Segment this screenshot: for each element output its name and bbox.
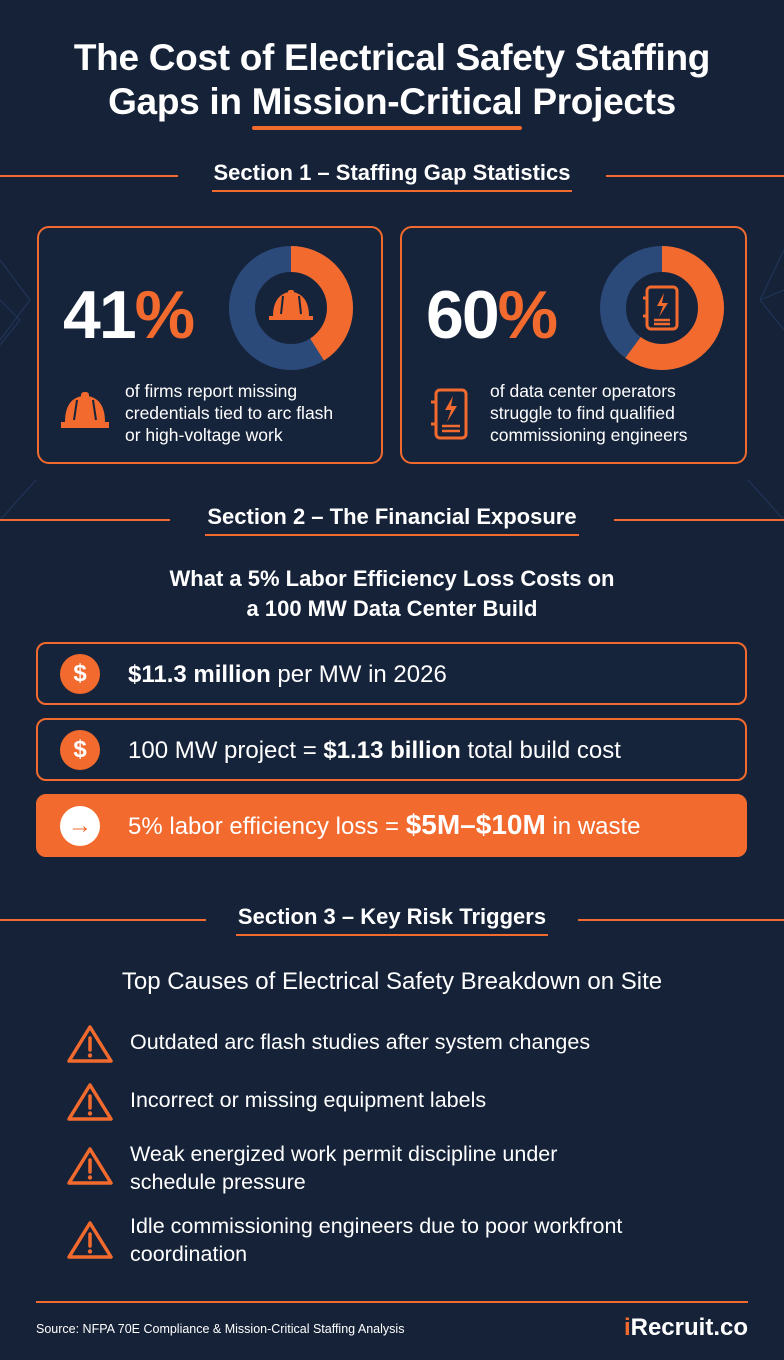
cost-row-total-build: $ 100 MW project = $1.13 billion total b… [36, 718, 747, 781]
warning-icon [67, 1083, 113, 1121]
section-2-heading: Section 2 – The Financial Exposure [0, 500, 784, 540]
stat-number: 41 [63, 277, 137, 353]
cost-prefix: 100 MW project = [128, 737, 324, 764]
section-1-label: Section 1 – Staffing Gap Statistics [208, 160, 577, 192]
cause-text: Idle commissioning engineers due to poor… [130, 1212, 622, 1268]
section-rule-right [578, 919, 784, 921]
stat-unit: % [497, 277, 558, 353]
stat-card-credentials: 41% of firms report missing credentials … [37, 226, 383, 464]
stat-description: of firms report missing credentials tied… [125, 380, 333, 446]
cause-line: schedule pressure [130, 1170, 306, 1194]
cost-suffix: per MW in 2026 [270, 661, 447, 688]
stat-description-line: of firms report missing [125, 381, 298, 401]
warning-icon [67, 1221, 113, 1259]
financial-subtitle: What a 5% Labor Efficiency Loss Costs on… [40, 564, 744, 624]
title-line-2: Gaps in Mission-Critical Projects [20, 80, 764, 130]
section-2-label: Section 2 – The Financial Exposure [201, 504, 582, 536]
source-note: Source: NFPA 70E Compliance & Mission-Cr… [36, 1322, 405, 1336]
stat-description-line: or high-voltage work [125, 425, 283, 445]
cost-highlight: $5M–$10M [405, 809, 546, 840]
section-rule-left [0, 175, 178, 177]
stat-number: 60 [426, 277, 500, 353]
list-item: Outdated arc flash studies after system … [66, 1024, 726, 1064]
cause-line: coordination [130, 1242, 248, 1266]
page-title: The Cost of Electrical Safety Staffing G… [20, 36, 764, 130]
stat-description: of data center operators struggle to fin… [490, 380, 687, 446]
brand-logo-text: Recruit.co [630, 1314, 748, 1341]
section-3-label: Section 3 – Key Risk Triggers [232, 904, 552, 936]
section-rule-left [0, 519, 170, 521]
causes-title: Top Causes of Electrical Safety Breakdow… [121, 968, 663, 995]
stat-description-line: commissioning engineers [490, 425, 688, 445]
section-rule-right [606, 175, 784, 177]
cost-row-waste: → 5% labor efficiency loss = $5M–$10M in… [36, 794, 747, 857]
title-line-2-prefix: Gaps in [108, 81, 252, 122]
arrow-right-icon: → [60, 806, 100, 846]
section-1-heading: Section 1 – Staffing Gap Statistics [0, 156, 784, 196]
cause-line: Outdated arc flash studies after system … [130, 1030, 591, 1054]
electrical-panel-icon [431, 388, 468, 440]
cost-row-per-mw: $ $11.3 million per MW in 2026 [36, 642, 747, 705]
list-item: Incorrect or missing equipment labels [66, 1082, 726, 1122]
stat-description-line: credentials tied to arc flash [125, 403, 334, 423]
cost-suffix: total build cost [460, 737, 621, 764]
cause-line: Incorrect or missing equipment labels [130, 1088, 487, 1112]
brand-logo: iRecruit.co [624, 1314, 748, 1342]
hard-hat-icon [269, 290, 313, 320]
list-item: Weak energized work permit discipline un… [66, 1140, 726, 1196]
hard-hat-icon [61, 392, 109, 428]
cost-row-text: 100 MW project = $1.13 billion total bui… [128, 737, 621, 765]
warning-icon [67, 1025, 113, 1063]
cause-text: Outdated arc flash studies after system … [130, 1024, 590, 1056]
stat-value: 60% [426, 277, 558, 353]
stat-value: 41% [63, 277, 195, 353]
cause-text: Incorrect or missing equipment labels [130, 1082, 486, 1114]
cost-row-text: 5% labor efficiency loss = $5M–$10M in w… [128, 811, 641, 841]
title-line-2-suffix: Projects [522, 81, 676, 122]
title-underlined-word: Mission-Critical [251, 81, 523, 130]
list-item: Idle commissioning engineers due to poor… [66, 1212, 726, 1268]
cause-text: Weak energized work permit discipline un… [130, 1140, 557, 1196]
section-rule-left [0, 919, 206, 921]
electrical-panel-icon [643, 285, 679, 331]
cost-highlight: $1.13 billion [323, 737, 461, 764]
cost-highlight: $11.3 million [128, 661, 271, 688]
dollar-icon: $ [60, 730, 100, 770]
footer-divider [36, 1301, 748, 1303]
donut-chart-41 [229, 246, 353, 370]
cause-line: Idle commissioning engineers due to poor… [130, 1214, 623, 1238]
stat-description-line: of data center operators [490, 381, 676, 401]
cost-row-text: $11.3 million per MW in 2026 [128, 661, 447, 689]
brand-logo-i: i [623, 1314, 631, 1341]
stat-unit: % [134, 277, 195, 353]
financial-subtitle-line: What a 5% Labor Efficiency Loss Costs on [169, 566, 615, 591]
donut-arc [600, 246, 724, 370]
dollar-icon: $ [60, 654, 100, 694]
stat-card-commissioning: 60% of data center operators struggle t [400, 226, 747, 464]
financial-subtitle-line: a 100 MW Data Center Build [246, 596, 538, 621]
cost-suffix: in waste [545, 813, 641, 840]
donut-chart-60 [600, 246, 724, 370]
cause-line: Weak energized work permit discipline un… [130, 1142, 558, 1166]
section-rule-right [614, 519, 784, 521]
donut-arc [229, 246, 353, 370]
stat-description-line: struggle to find qualified [490, 403, 675, 423]
warning-icon [67, 1147, 113, 1185]
cost-prefix: 5% labor efficiency loss = [128, 813, 406, 840]
title-line-1: The Cost of Electrical Safety Staffing [73, 37, 711, 78]
section-3-heading: Section 3 – Key Risk Triggers [0, 900, 784, 940]
